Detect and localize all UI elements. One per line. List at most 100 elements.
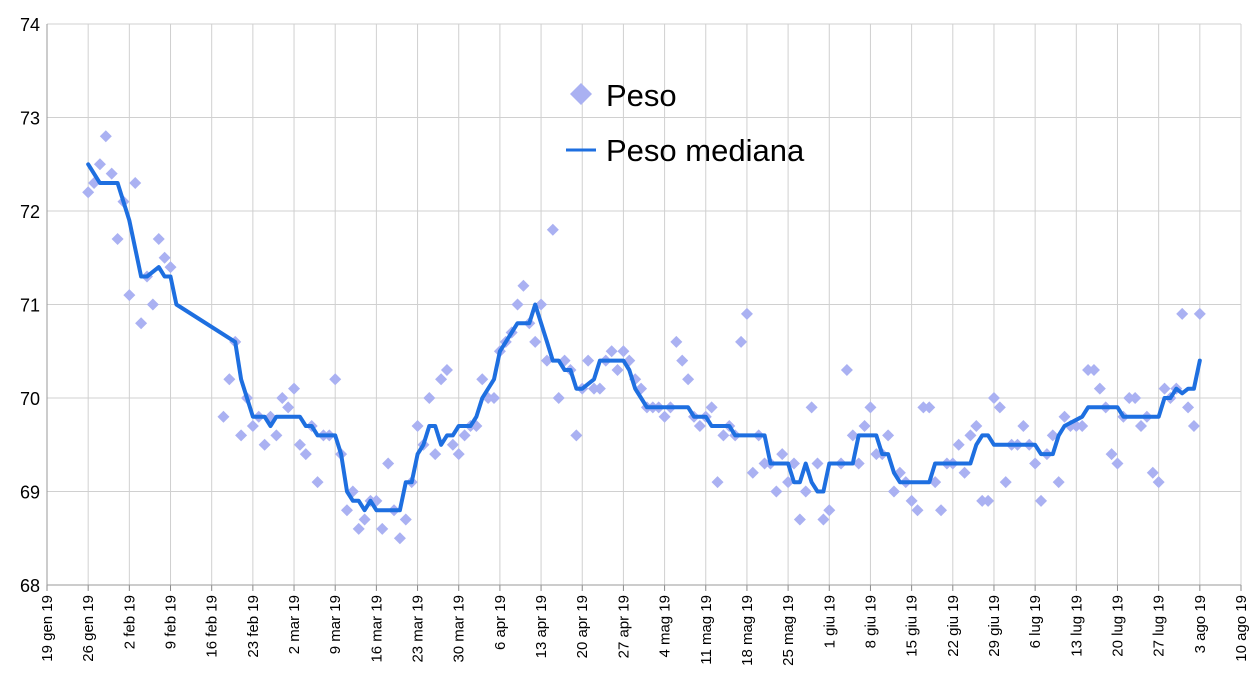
peso-point: [111, 233, 124, 246]
peso-point: [735, 335, 748, 348]
peso-point: [746, 466, 759, 479]
peso-point: [658, 410, 671, 423]
x-axis-ticks: 19 gen 19 26 gen 19 2 feb 19 9 feb 19 16 feb…: [39, 595, 1250, 666]
peso-point: [987, 392, 1000, 404]
y-tick-label: 74: [20, 15, 40, 35]
peso-point: [923, 401, 936, 414]
peso-point: [546, 223, 559, 236]
peso-point: [99, 130, 112, 143]
peso-point: [1111, 457, 1124, 470]
peso-point: [1193, 307, 1206, 320]
peso-point: [511, 298, 524, 311]
peso-point: [693, 420, 706, 433]
x-tick-label: 20 lug 19: [1109, 595, 1126, 657]
peso-point: [423, 392, 436, 404]
peso-point: [223, 373, 236, 386]
x-tick-label: 11 mag 19: [698, 595, 715, 665]
legend: Peso Peso mediana: [566, 78, 805, 168]
x-tick-label: 2 mar 19: [286, 595, 303, 654]
x-tick-label: 10 ago 19: [1233, 595, 1250, 662]
peso-point: [593, 382, 606, 395]
peso-point: [852, 457, 865, 470]
y-tick-label: 72: [20, 202, 40, 222]
peso-point: [158, 251, 171, 264]
x-tick-label: 15 giu 19: [904, 595, 921, 657]
legend-peso-label: Peso: [606, 78, 677, 113]
peso-point: [846, 429, 859, 442]
peso-point: [1029, 457, 1042, 470]
x-tick-label: 23 feb 19: [245, 595, 262, 658]
peso-point: [411, 420, 424, 433]
peso-point: [905, 494, 918, 507]
peso-point: [288, 382, 301, 395]
peso-point: [817, 513, 830, 526]
peso-point: [1152, 476, 1165, 489]
y-axis-ticks: 68 69 70 71 72 73 74: [20, 15, 40, 596]
peso-point: [1158, 382, 1171, 395]
peso-point: [1017, 420, 1030, 433]
x-tick-label: 19 gen 19: [39, 595, 56, 662]
x-tick-label: 18 mag 19: [739, 595, 756, 666]
peso-point: [82, 186, 95, 199]
peso-mediana-line: [86, 162, 1202, 513]
x-tick-label: 6 lug 19: [1027, 595, 1044, 648]
peso-point: [529, 335, 542, 348]
x-tick-label: 27 apr 19: [615, 595, 632, 658]
peso-point: [382, 457, 395, 470]
y-tick-label: 70: [20, 389, 40, 409]
x-tick-label: 6 apr 19: [492, 595, 509, 650]
peso-point: [293, 438, 306, 451]
peso-point: [717, 429, 730, 442]
peso-point: [793, 513, 806, 526]
peso-point: [164, 261, 177, 274]
x-tick-label: 25 mag 19: [780, 595, 797, 666]
peso-point: [488, 392, 501, 404]
peso-mediana-series: [86, 162, 1202, 513]
peso-point: [582, 354, 595, 367]
peso-point: [982, 494, 995, 507]
peso-point: [705, 401, 718, 414]
peso-point: [770, 485, 783, 498]
peso-point: [458, 429, 471, 442]
y-tick-label: 69: [20, 483, 40, 503]
peso-point: [858, 420, 871, 433]
peso-point: [105, 167, 118, 180]
peso-point: [823, 504, 836, 517]
peso-point: [440, 363, 453, 376]
peso-point: [146, 298, 159, 311]
peso-point: [282, 401, 295, 414]
peso-point: [570, 429, 583, 442]
peso-point: [740, 307, 753, 320]
x-tick-label: 30 mar 19: [451, 595, 468, 663]
x-tick-label: 16 feb 19: [204, 595, 221, 658]
peso-point: [446, 438, 459, 451]
peso-point: [993, 401, 1006, 414]
peso-point: [1176, 307, 1189, 320]
peso-point: [676, 354, 689, 367]
axis-lines: [46, 24, 1242, 591]
peso-point: [999, 476, 1012, 489]
x-tick-label: 27 lug 19: [1151, 595, 1168, 657]
peso-point: [217, 410, 230, 423]
x-tick-label: 26 gen 19: [80, 595, 97, 662]
peso-point: [270, 429, 283, 442]
x-tick-label: 9 feb 19: [163, 595, 180, 649]
peso-point: [1182, 401, 1195, 414]
peso-point: [1035, 494, 1048, 507]
peso-point: [235, 429, 248, 442]
peso-point: [952, 438, 965, 451]
grid-lines: [46, 23, 1242, 586]
x-tick-label: 29 giu 19: [986, 595, 1003, 657]
peso-point: [911, 504, 924, 517]
peso-point: [811, 457, 824, 470]
peso-point: [123, 289, 136, 302]
x-tick-label: 23 mar 19: [410, 595, 427, 663]
peso-point: [1052, 476, 1065, 489]
x-tick-label: 22 giu 19: [945, 595, 962, 657]
peso-point: [958, 466, 971, 479]
peso-point: [358, 513, 371, 526]
peso-point: [1187, 420, 1200, 433]
peso-point: [799, 485, 812, 498]
peso-point: [882, 429, 895, 442]
y-tick-label: 71: [20, 296, 40, 316]
